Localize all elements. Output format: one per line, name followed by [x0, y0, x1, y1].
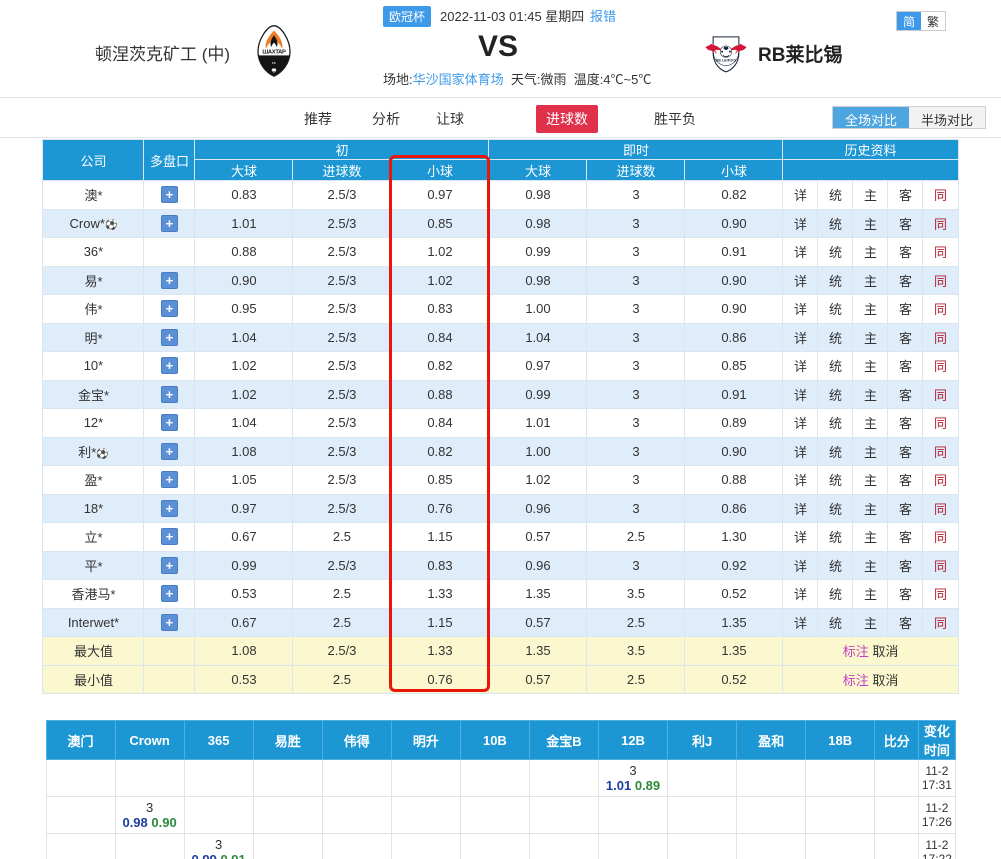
svg-text:ШАХТАР: ШАХТАР	[262, 49, 286, 55]
svg-text:RB LEIPZIG: RB LEIPZIG	[716, 58, 737, 62]
